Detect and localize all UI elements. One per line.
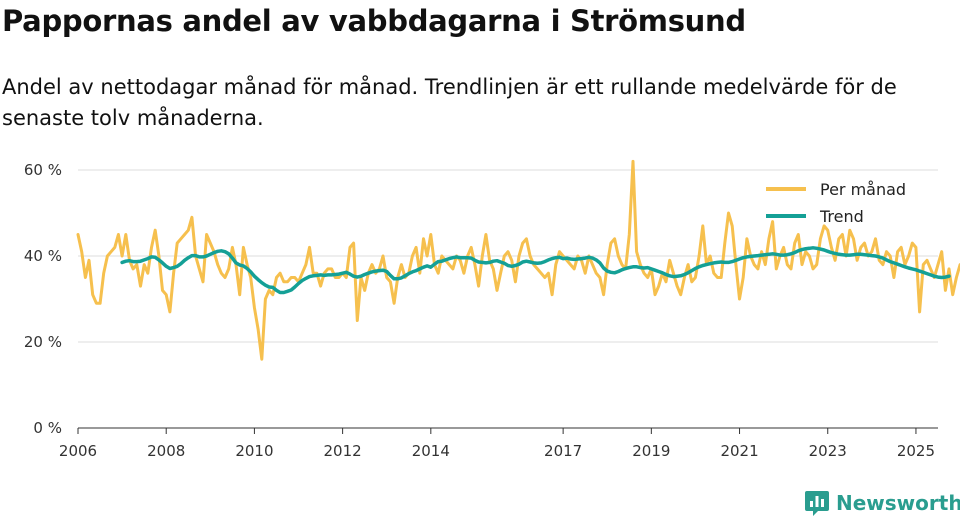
- y-tick-label: 0 %: [33, 419, 62, 437]
- x-tick-label: 2017: [544, 442, 582, 460]
- x-tick-label: 2010: [235, 442, 273, 460]
- newsworthy-logo: Newsworthy: [804, 489, 960, 517]
- x-tick-label: 2006: [59, 442, 97, 460]
- chart-subtitle: Andel av nettodagar månad för månad. Tre…: [2, 75, 897, 130]
- y-axis-ticks: 0 % 20 % 40 % 60 %: [24, 161, 62, 437]
- legend-label-trend: Trend: [819, 207, 864, 226]
- chart-title: Pappornas andel av vabbdagarna i Strömsu…: [2, 4, 746, 38]
- y-tick-label: 20 %: [24, 333, 62, 351]
- x-tick-label: 2008: [147, 442, 185, 460]
- brand-name: Newsworthy: [836, 491, 960, 515]
- legend-label-per-manad: Per månad: [820, 180, 906, 199]
- x-tick-label: 2014: [412, 442, 450, 460]
- x-tick-label: 2025: [897, 442, 935, 460]
- gridlines: [78, 169, 938, 343]
- x-axis-ticks: 2006 2008 2010 2012 2014 2017 2019 2021 2023 2025: [59, 428, 935, 460]
- legend: Per månad Trend: [766, 180, 906, 226]
- newsworthy-logo-icon: [805, 491, 829, 516]
- y-tick-label: 60 %: [24, 161, 62, 179]
- x-tick-label: 2023: [809, 442, 847, 460]
- x-tick-label: 2019: [632, 442, 670, 460]
- x-tick-label: 2021: [720, 442, 758, 460]
- series-line-trend: [120, 246, 951, 295]
- x-tick-label: 2012: [324, 442, 362, 460]
- y-tick-label: 40 %: [24, 247, 62, 265]
- series-group: [76, 159, 960, 361]
